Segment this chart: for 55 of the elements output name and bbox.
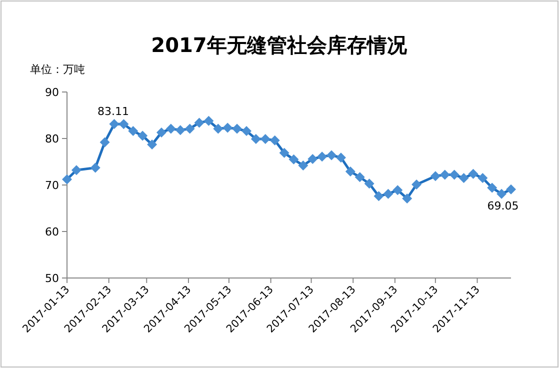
point xyxy=(392,185,403,196)
y-tick-label: 60 xyxy=(45,226,59,238)
y-axis-title: 单位：万吨 xyxy=(30,63,85,76)
data-label: 69.05 xyxy=(487,199,519,212)
point xyxy=(478,173,488,184)
point xyxy=(336,152,346,163)
point xyxy=(440,170,450,180)
point xyxy=(449,170,460,180)
point xyxy=(166,124,176,134)
point xyxy=(147,140,158,150)
data-label: 83.11 xyxy=(97,105,129,118)
point xyxy=(250,134,261,144)
point xyxy=(138,130,148,141)
point xyxy=(317,152,328,162)
point xyxy=(204,116,214,126)
point xyxy=(260,134,270,144)
point xyxy=(194,118,204,128)
point xyxy=(468,168,478,179)
point xyxy=(232,124,242,134)
point xyxy=(184,124,195,134)
y-tick-label: 70 xyxy=(45,179,59,192)
point xyxy=(213,124,224,134)
point xyxy=(354,172,365,182)
y-tick-label: 90 xyxy=(45,86,59,99)
point xyxy=(71,165,82,176)
point xyxy=(175,125,186,136)
point xyxy=(487,182,498,193)
point xyxy=(279,148,290,158)
point xyxy=(345,166,356,177)
point xyxy=(156,127,166,138)
point xyxy=(109,119,120,130)
point xyxy=(298,160,308,170)
point xyxy=(412,180,422,190)
point xyxy=(402,193,412,204)
point xyxy=(118,119,129,130)
point xyxy=(374,191,384,202)
point xyxy=(308,154,318,164)
point xyxy=(90,162,100,173)
point xyxy=(288,154,299,164)
point xyxy=(430,171,440,182)
point xyxy=(222,122,233,133)
point xyxy=(458,173,469,184)
point xyxy=(100,137,110,148)
point xyxy=(383,188,394,199)
point xyxy=(364,178,374,189)
chart-title: 2017年无缝管社会库存情况 xyxy=(151,33,408,57)
point xyxy=(506,184,516,194)
y-tick-label: 50 xyxy=(45,272,59,285)
point xyxy=(241,126,252,136)
point xyxy=(270,135,280,146)
point xyxy=(62,174,72,184)
point xyxy=(496,188,507,199)
y-tick-label: 80 xyxy=(45,132,59,146)
point xyxy=(326,150,337,160)
point xyxy=(128,126,138,136)
